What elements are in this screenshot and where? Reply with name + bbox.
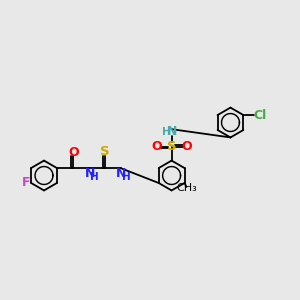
Text: O: O [182,140,192,153]
Text: CH₃: CH₃ [176,183,197,193]
Text: H: H [162,127,170,137]
Text: H: H [90,172,99,182]
Text: H: H [122,172,130,182]
Text: N: N [116,167,127,180]
Text: Cl: Cl [253,109,266,122]
Text: O: O [68,146,79,159]
Text: N: N [85,167,95,180]
Text: F: F [22,176,31,190]
Text: N: N [167,125,177,138]
Text: S: S [167,140,176,153]
Text: O: O [151,140,162,153]
Text: S: S [100,146,110,158]
